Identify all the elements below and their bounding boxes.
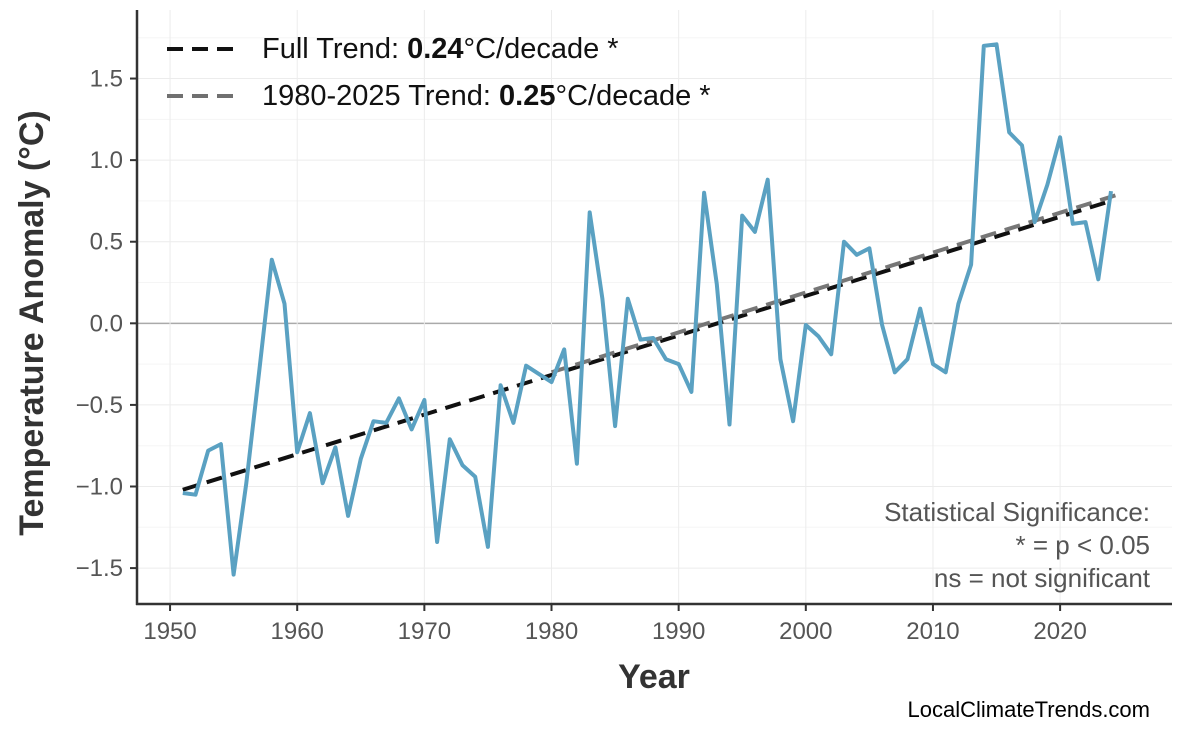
trend-lines bbox=[182, 190, 1125, 492]
y-axis-label: Temperature Anomaly (°C) bbox=[13, 110, 51, 535]
x-tick-label: 1950 bbox=[143, 618, 196, 645]
watermark: LocalClimateTrends.com bbox=[908, 697, 1151, 722]
y-tick-label: −1.0 bbox=[76, 474, 123, 501]
x-tick-label: 1970 bbox=[398, 618, 451, 645]
x-tick-label: 2000 bbox=[779, 618, 832, 645]
legend-rate: 0.24 bbox=[407, 33, 463, 65]
legend-label: Full Trend: bbox=[262, 33, 407, 65]
x-tick-label: 1960 bbox=[271, 618, 324, 645]
y-tick-label: 0.0 bbox=[90, 310, 123, 337]
annotation-line-2: * = p < 0.05 bbox=[1016, 530, 1150, 560]
legend: Full Trend: 0.24°C/decade *1980-2025 Tre… bbox=[167, 33, 711, 112]
y-tick-label: 0.5 bbox=[90, 229, 123, 256]
y-tick-label: −0.5 bbox=[76, 392, 123, 419]
y-tick-label: 1.5 bbox=[90, 66, 123, 93]
y-tick-label: −1.5 bbox=[76, 555, 123, 582]
y-tick-label: 1.0 bbox=[90, 147, 123, 174]
annotation-line-3: ns = not significant bbox=[934, 563, 1151, 593]
gridlines bbox=[137, 10, 1172, 604]
annotation-line-1: Statistical Significance: bbox=[884, 497, 1150, 527]
full-trend-line bbox=[182, 199, 1112, 492]
x-axis-label: Year bbox=[618, 658, 690, 696]
legend-entry: 1980-2025 Trend: 0.25°C/decade * bbox=[262, 80, 711, 112]
x-tick-label: 2020 bbox=[1033, 618, 1086, 645]
x-tick-label: 2010 bbox=[906, 618, 959, 645]
legend-unit: °C/decade * bbox=[464, 33, 619, 65]
legend-entry: Full Trend: 0.24°C/decade * bbox=[262, 33, 619, 65]
axes: −1.5 −1.0 −0.5 0.0 0.5 1.0 1.5 1950 1960 1970 1980… bbox=[76, 10, 1172, 645]
legend-unit: °C/decade * bbox=[555, 80, 710, 112]
anomaly-series-line bbox=[182, 42, 1113, 577]
x-tick-label: 1990 bbox=[652, 618, 705, 645]
significance-annotation: Statistical Significance: * = p < 0.05 n… bbox=[884, 497, 1151, 593]
legend-rate: 0.25 bbox=[499, 80, 555, 112]
x-tick-label: 1980 bbox=[525, 618, 578, 645]
legend-label: 1980-2025 Trend: bbox=[262, 80, 499, 112]
